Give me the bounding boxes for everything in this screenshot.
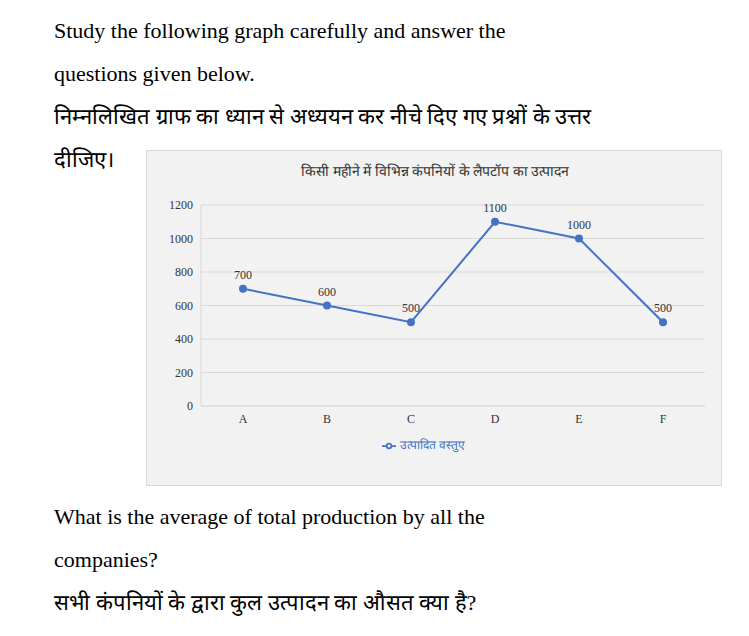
svg-text:1100: 1100 — [483, 201, 507, 215]
svg-text:0: 0 — [187, 399, 193, 413]
html-text:सभी कंपनियों के द्वारा कुल उत्: सभी कंपनियों के द्वारा कुल उत्पादन का औस… — [54, 590, 477, 615]
svg-text:E: E — [575, 412, 582, 426]
svg-text:200: 200 — [175, 366, 193, 380]
svg-text:500: 500 — [402, 301, 420, 315]
html-text:किसी महीने में विभिन्न कंपनियो: किसी महीने में विभिन्न कंपनियों के लैपटॉ… — [301, 164, 569, 179]
svg-text:400: 400 — [175, 332, 193, 346]
html-text:उत्पादित वस्तुए: उत्पादित वस्तुए — [399, 438, 465, 452]
svg-text:600: 600 — [318, 285, 336, 299]
html-text:companies?: companies? — [54, 547, 158, 572]
svg-text:700: 700 — [234, 268, 252, 282]
svg-text:D: D — [491, 412, 500, 426]
html-text:questions given below.: questions given below. — [54, 61, 255, 86]
html-text:दीजिए।: दीजिए। — [54, 147, 114, 172]
svg-text:500: 500 — [654, 301, 672, 315]
svg-text:1000: 1000 — [567, 218, 591, 232]
html-text:What is the average of total p: What is the average of total production … — [54, 504, 485, 529]
svg-text:600: 600 — [175, 299, 193, 313]
html-text:Study the following graph care: Study the following graph carefully and … — [54, 18, 506, 43]
svg-text:B: B — [323, 412, 331, 426]
svg-text:C: C — [407, 412, 415, 426]
svg-text:800: 800 — [175, 265, 193, 279]
svg-text:A: A — [239, 412, 248, 426]
svg-text:1200: 1200 — [169, 198, 193, 212]
svg-text:F: F — [660, 412, 667, 426]
html-text:निम्नलिखित ग्राफ का ध्यान से अ: निम्नलिखित ग्राफ का ध्यान से अध्ययन कर न… — [54, 104, 591, 129]
svg-text:1000: 1000 — [169, 232, 193, 246]
